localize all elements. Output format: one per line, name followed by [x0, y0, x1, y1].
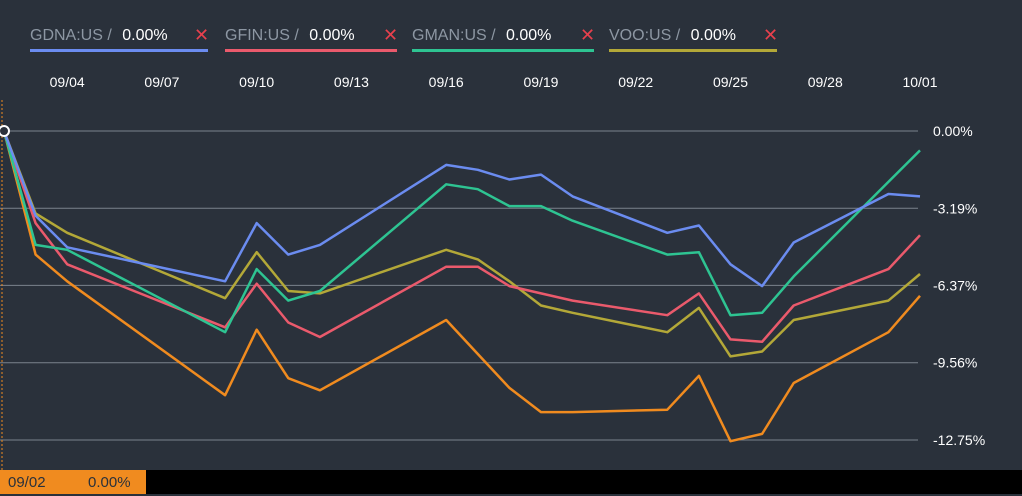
gridlines	[0, 130, 918, 441]
crosshair-marker	[0, 125, 10, 137]
y-tick-label: -12.75%	[933, 432, 985, 448]
chart-legend: GDNA:US / 0.00% ✕ GFIN:US / 0.00% ✕ GMAN…	[0, 0, 1022, 62]
y-tick-label: -3.19%	[933, 200, 977, 216]
x-tick-label: 09/10	[239, 74, 274, 90]
x-tick-label: 09/25	[713, 74, 748, 90]
legend-separator: /	[675, 27, 681, 44]
legend-item-gdna[interactable]: GDNA:US / 0.00% ✕	[30, 22, 210, 52]
legend-symbol: GMAN:US	[412, 27, 487, 44]
legend-color-underline	[30, 49, 208, 52]
legend-separator: /	[491, 27, 496, 44]
crosshair-date: 09/02	[8, 474, 46, 491]
legend-item-voo[interactable]: VOO:US / 0.00% ✕	[609, 22, 779, 52]
y-axis-ticks: 0.00% -3.19% -6.37% -9.56% -12.75%	[933, 123, 985, 448]
legend-separator: /	[294, 27, 299, 44]
line-chart[interactable]: 09/04 09/07 09/10 09/13 09/16 09/19 09/22 09/25…	[0, 0, 1022, 470]
legend-item-gman[interactable]: GMAN:US / 0.00% ✕	[412, 22, 596, 52]
legend-value: 0.00%	[690, 27, 736, 44]
legend-symbol: GDNA:US	[30, 27, 103, 44]
x-tick-label: 09/19	[523, 74, 558, 90]
series-line-gdna	[2, 130, 921, 288]
x-tick-label: 09/13	[334, 74, 369, 90]
x-tick-label: 09/04	[50, 74, 85, 90]
timeline-footer	[0, 470, 1022, 494]
legend-item-gfin[interactable]: GFIN:US / 0.00% ✕	[225, 22, 399, 52]
y-tick-label: 0.00%	[933, 123, 973, 139]
legend-value: 0.00%	[122, 27, 168, 44]
legend-value: 0.00%	[309, 27, 355, 44]
series-line-gfin	[2, 130, 921, 344]
x-tick-label: 09/22	[618, 74, 653, 90]
legend-symbol: VOO:US	[609, 27, 672, 44]
x-tick-label: 09/16	[429, 74, 464, 90]
x-tick-label: 09/07	[144, 74, 179, 90]
series-line-voo	[2, 130, 921, 358]
series-line-gman	[2, 130, 921, 334]
x-tick-label: 09/28	[808, 74, 843, 90]
legend-symbol: GFIN:US	[225, 27, 290, 44]
legend-separator: /	[107, 27, 112, 44]
legend-color-underline	[412, 49, 594, 52]
y-tick-label: -9.56%	[933, 355, 977, 371]
remove-series-icon[interactable]: ✕	[383, 25, 399, 46]
crosshair-readout: 09/02 0.00%	[0, 470, 146, 494]
series-lines	[2, 130, 921, 443]
legend-color-underline	[225, 49, 397, 52]
remove-series-icon[interactable]: ✕	[763, 25, 779, 46]
y-tick-label: -6.37%	[933, 277, 977, 293]
remove-series-icon[interactable]: ✕	[580, 25, 596, 46]
legend-value: 0.00%	[506, 27, 552, 44]
legend-color-underline	[609, 49, 777, 52]
x-axis-ticks: 09/04 09/07 09/10 09/13 09/16 09/19 09/22 09/25…	[50, 74, 938, 90]
crosshair-value: 0.00%	[88, 474, 131, 491]
x-tick-label: 10/01	[902, 74, 937, 90]
series-line-unlabeled	[2, 130, 921, 443]
remove-series-icon[interactable]: ✕	[194, 25, 210, 46]
